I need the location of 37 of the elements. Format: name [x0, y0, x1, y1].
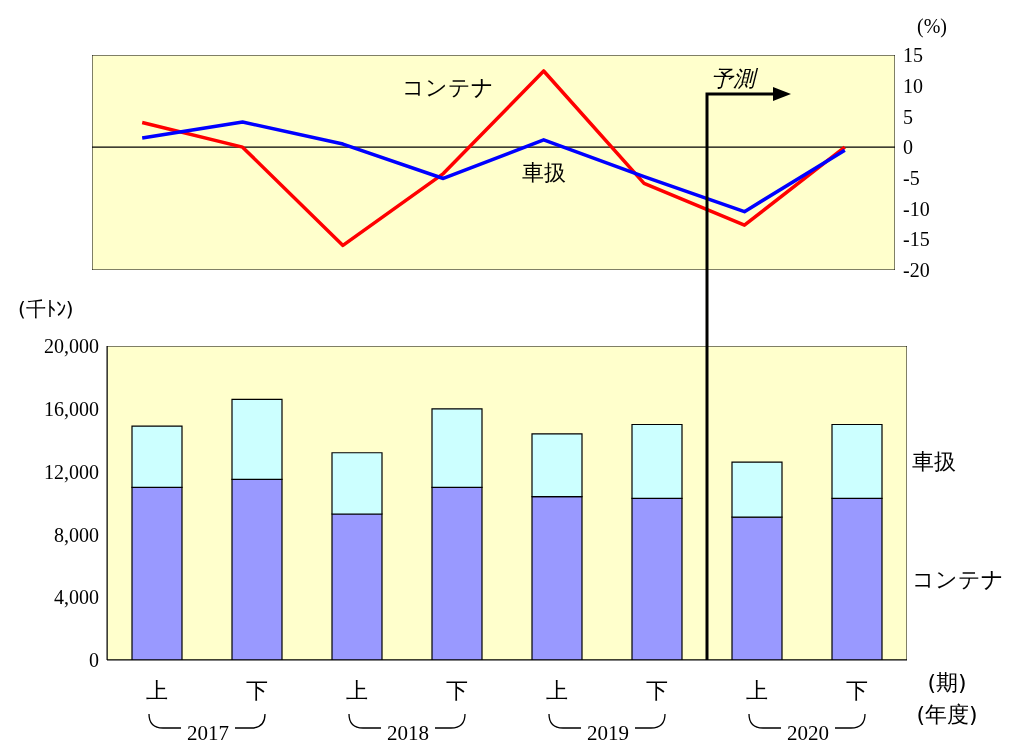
text: 2018 [387, 721, 429, 745]
x-tick-label: 上 [146, 678, 168, 703]
y-tick-label: 5 [903, 105, 913, 128]
x-axis-title: (期) [927, 670, 967, 695]
series-label: コンテナ [401, 74, 494, 100]
y-tick-label: -10 [903, 197, 930, 220]
text: 2017 [187, 721, 229, 745]
x-tick-label: 上 [746, 678, 768, 703]
y-tick-label: -15 [903, 228, 930, 251]
y-axis-title: (%) [917, 15, 947, 38]
x-tick-label: 上 [346, 678, 368, 703]
line-series [140, 120, 847, 214]
y-tick-label: -20 [903, 259, 930, 282]
y-tick-label: -5 [903, 166, 920, 189]
x-tick-label: 下 [246, 678, 268, 703]
y-tick-label: 20,000 [44, 335, 99, 358]
series-label: 車扱 [912, 449, 956, 475]
x-tick-label: 下 [446, 678, 468, 703]
y-tick-label: 10 [903, 74, 923, 97]
y-axis-title: (千ﾄﾝ) [18, 297, 74, 321]
x-tick-label: 下 [646, 678, 668, 703]
y-tick-label: 0 [903, 136, 913, 159]
x-tick-label: 上 [546, 678, 568, 703]
y-tick-label: 16,000 [44, 397, 99, 420]
text: 2019 [587, 721, 629, 745]
y-tick-label: 12,000 [44, 460, 99, 483]
text: (年度) [916, 702, 978, 727]
series-label: 車扱 [521, 159, 566, 185]
y-tick-label: 8,000 [54, 523, 99, 546]
y-tick-label: 4,000 [54, 586, 99, 609]
series-label: コンテナ [912, 567, 1004, 593]
y-tick-label: 15 [903, 44, 923, 67]
y-tick-label: 0 [89, 649, 99, 672]
annotation: 予測 [711, 66, 759, 91]
x-tick-label: 下 [846, 678, 868, 703]
text: 2020 [787, 721, 829, 745]
line-series [140, 69, 847, 248]
